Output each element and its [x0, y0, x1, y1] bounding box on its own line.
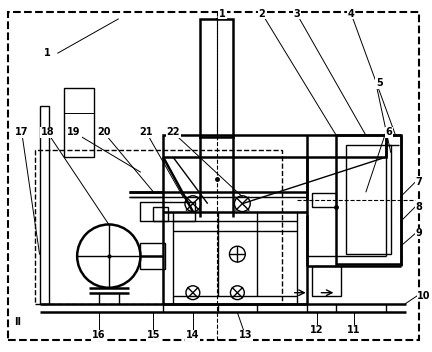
Bar	[311, 193, 336, 207]
Text: 6: 6	[386, 127, 393, 138]
Text: 5: 5	[376, 78, 383, 88]
Bar	[336, 136, 400, 264]
Bar	[64, 88, 94, 157]
Text: 11: 11	[347, 325, 361, 335]
Text: 12: 12	[310, 325, 323, 335]
Bar	[35, 150, 282, 303]
Text: 15: 15	[146, 330, 160, 340]
Bar	[140, 243, 165, 269]
Text: 2: 2	[259, 9, 266, 19]
Text: 20: 20	[97, 127, 111, 138]
Text: 10: 10	[417, 291, 431, 301]
Text: 1: 1	[219, 9, 226, 19]
Text: 4: 4	[348, 9, 355, 19]
Text: 16: 16	[92, 330, 106, 340]
Text: 8: 8	[416, 202, 422, 212]
Text: 1: 1	[44, 48, 51, 58]
Bar	[140, 202, 195, 221]
Text: 14: 14	[186, 330, 200, 340]
Text: 3: 3	[293, 9, 300, 19]
Bar	[153, 207, 168, 221]
Text: 17: 17	[15, 127, 29, 138]
Text: 21: 21	[140, 127, 153, 138]
Text: II: II	[14, 318, 21, 327]
Text: 7: 7	[416, 177, 422, 187]
Bar	[40, 106, 49, 303]
Text: 22: 22	[166, 127, 180, 138]
Text: 19: 19	[67, 127, 81, 138]
Text: 13: 13	[238, 330, 252, 340]
Bar	[200, 19, 233, 137]
Text: 18: 18	[41, 127, 54, 138]
Bar	[311, 266, 341, 296]
Bar	[346, 145, 391, 254]
Text: 9: 9	[416, 228, 422, 238]
Bar	[163, 136, 386, 157]
